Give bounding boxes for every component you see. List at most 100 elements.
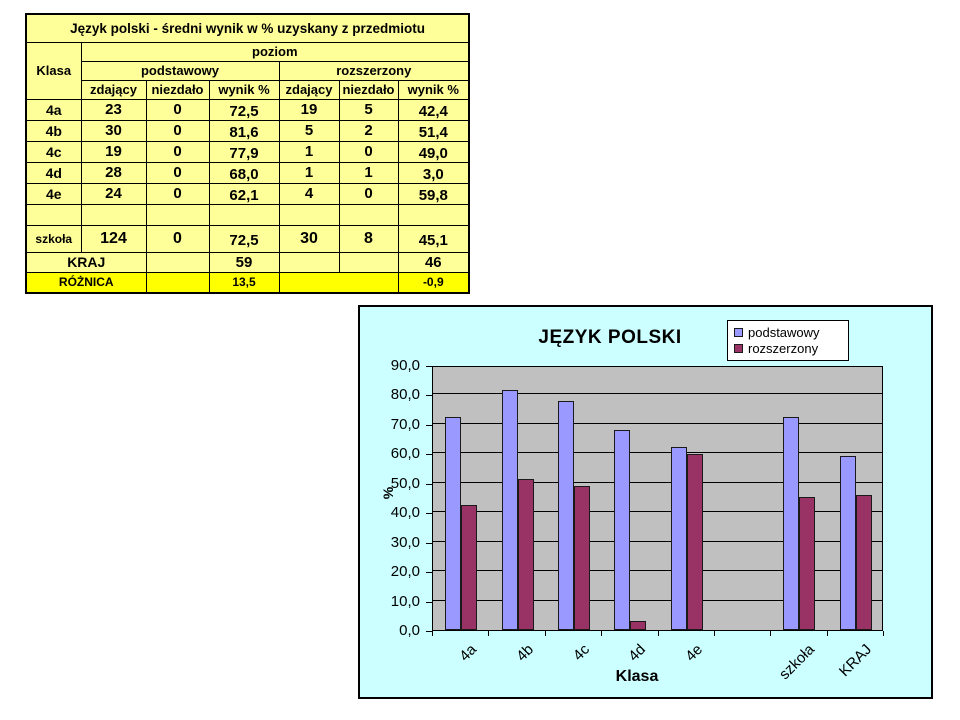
- y-tick-label: 40,0: [390, 504, 420, 522]
- table-row-szkola: szkoła 124 0 72,5 30 8 45,1: [25, 224, 470, 253]
- gridline: [433, 481, 882, 483]
- cell-kraj-wynik-p: 59: [208, 251, 280, 273]
- cell: 30: [278, 224, 340, 253]
- bar-rozszerzony-4a: [461, 505, 478, 630]
- y-tick-label: 60,0: [390, 445, 420, 463]
- header-row-sub: zdający niezdało wynik % zdający niezdał…: [26, 79, 470, 100]
- y-tick-label: 70,0: [390, 415, 420, 433]
- cell-roznica-wynik-r: -0,9: [397, 271, 470, 294]
- x-tick: [601, 631, 603, 636]
- y-tick-label: 80,0: [390, 386, 420, 404]
- bar-podstawowy-4e: [670, 447, 687, 630]
- cell: 0: [145, 140, 210, 163]
- gridline: [433, 599, 882, 601]
- bar-podstawowy-4a: [445, 416, 462, 630]
- x-tick: [657, 631, 659, 636]
- x-tick: [544, 631, 546, 636]
- cell: 42,4: [397, 98, 470, 121]
- empty-cell: [80, 203, 147, 226]
- x-tick: [770, 631, 772, 636]
- header-poziom: poziom: [80, 41, 470, 62]
- empty-cell: [145, 203, 210, 226]
- header-niezdalo-r: niezdało: [338, 79, 399, 100]
- header-wynik-r: wynik %: [397, 79, 470, 100]
- table-row-4a: 4a 23 0 72,5 19 5 42,4: [25, 98, 470, 121]
- bar-podstawowy-4c: [557, 400, 574, 630]
- cell: 0: [145, 161, 210, 184]
- cell: 24: [80, 182, 147, 205]
- gridline: [433, 452, 882, 454]
- header-zdajacy-r: zdający: [278, 79, 340, 100]
- cell-klasa: 4d: [25, 161, 82, 184]
- cell: 30: [80, 119, 147, 142]
- cell-roznica-wynik-p: 13,5: [208, 271, 280, 294]
- table-row-roznica: RÓŻNICA 13,5 -0,9: [25, 271, 470, 294]
- results-table: Język polski - średni wynik w % uzyskany…: [25, 13, 471, 294]
- cell-roznica-label: RÓŻNICA: [25, 271, 147, 294]
- bar-rozszerzony-4b: [517, 478, 534, 630]
- table-row-empty: [25, 203, 470, 226]
- cell: 4: [278, 182, 340, 205]
- empty-cell: [278, 251, 340, 273]
- y-tick: [426, 395, 432, 397]
- bar-rozszerzony-4e: [686, 453, 703, 630]
- cell: 1: [278, 140, 340, 163]
- cell: 59,8: [397, 182, 470, 205]
- header-rozszerzony: rozszerzony: [278, 60, 470, 81]
- cell: 19: [80, 140, 147, 163]
- empty-cell: [278, 271, 399, 294]
- cell: 0: [338, 182, 399, 205]
- gridline: [433, 540, 882, 542]
- y-tick-label: 30,0: [390, 533, 420, 551]
- gridline: [433, 393, 882, 395]
- empty-cell: [338, 251, 399, 273]
- y-tick: [426, 483, 432, 485]
- header-zdajacy-p: zdający: [80, 79, 147, 100]
- empty-cell: [397, 203, 470, 226]
- cell: 28: [80, 161, 147, 184]
- x-tick: [826, 631, 828, 636]
- legend-marker-podstawowy-icon: [734, 327, 743, 337]
- cell-szkola-wynik-r: 45,1: [397, 224, 470, 253]
- x-tick: [488, 631, 490, 636]
- legend-item-rozszerzony: rozszerzony: [734, 340, 842, 356]
- cell: 124: [80, 224, 147, 253]
- cell-klasa: 4b: [25, 119, 82, 142]
- cell: 23: [80, 98, 147, 121]
- cell: 5: [278, 119, 340, 142]
- y-tick-label: 90,0: [390, 357, 420, 374]
- legend-marker-rozszerzony-icon: [734, 343, 743, 353]
- cell: 19: [278, 98, 340, 121]
- cell: 62,1: [208, 182, 280, 205]
- y-tick: [426, 572, 432, 574]
- cell-klasa: 4c: [25, 140, 82, 163]
- cell-klasa: 4a: [25, 98, 82, 121]
- cell-klasa: 4e: [25, 182, 82, 205]
- cell: 8: [338, 224, 399, 253]
- bar-podstawowy-4d: [614, 429, 631, 630]
- cell: 51,4: [397, 119, 470, 142]
- table-row-4d: 4d 28 0 68,0 1 1 3,0: [25, 161, 470, 184]
- cell: 77,9: [208, 140, 280, 163]
- empty-cell: [338, 203, 399, 226]
- cell: 0: [145, 119, 210, 142]
- y-tick: [426, 542, 432, 544]
- y-tick: [426, 631, 432, 632]
- table-row-4e: 4e 24 0 62,1 4 0 59,8: [25, 182, 470, 205]
- legend-label-rozszerzony: rozszerzony: [748, 340, 819, 356]
- bar-rozszerzony-4c: [573, 485, 590, 630]
- table-title-row: Język polski - średni wynik w % uzyskany…: [25, 13, 470, 43]
- x-tick: [713, 631, 715, 636]
- y-tick-label: 50,0: [390, 474, 420, 492]
- chart-title: JĘZYK POLSKI: [538, 327, 682, 348]
- cell-szkola-label: szkoła: [25, 224, 82, 253]
- empty-cell: [25, 203, 82, 226]
- empty-cell: [145, 271, 210, 294]
- cell: 5: [338, 98, 399, 121]
- y-tick-label: 20,0: [390, 563, 420, 581]
- table-row-4b: 4b 30 0 81,6 5 2 51,4: [25, 119, 470, 142]
- header-klasa: Klasa: [25, 41, 82, 100]
- cell: 0: [145, 224, 210, 253]
- bar-rozszerzony-4d: [630, 621, 647, 630]
- y-tick: [426, 454, 432, 456]
